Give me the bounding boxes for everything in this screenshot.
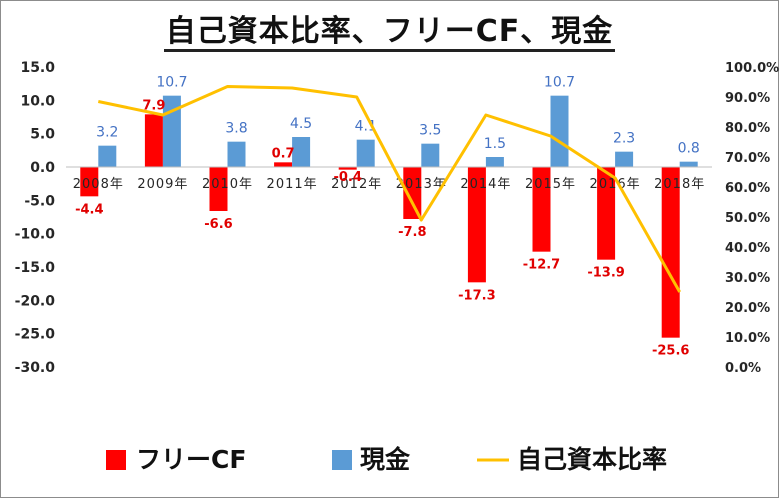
y-left-tick-label: 0.0 — [30, 160, 55, 176]
y-right-tick-label: 90.0% — [725, 91, 770, 106]
bar-free-cf — [209, 167, 228, 211]
y-left-tick-label: -30.0 — [15, 360, 56, 376]
bar-free-cf — [403, 167, 422, 219]
data-label-cash: 3.8 — [225, 121, 247, 137]
data-label-cash: 1.5 — [484, 136, 506, 152]
bar-cash — [550, 95, 569, 167]
y-right-tick-label: 10.0% — [725, 331, 770, 346]
bar-free-cf — [597, 167, 616, 260]
bar-free-cf — [144, 114, 163, 167]
bar-cash — [227, 141, 246, 167]
x-tick-label: 2018年 — [654, 177, 705, 192]
x-tick-label: 2010年 — [202, 177, 253, 192]
bar-cash — [679, 161, 698, 167]
y-left-tick-label: 15.0 — [20, 60, 55, 76]
y-left-tick-label: 5.0 — [30, 127, 55, 143]
x-tick-label: 2015年 — [525, 177, 576, 192]
bar-free-cf — [338, 167, 357, 170]
data-label-cash: 10.7 — [544, 75, 575, 91]
y-right-tick-label: 60.0% — [725, 181, 770, 196]
data-label-free-cf: -25.6 — [652, 344, 689, 359]
data-label-free-cf: -12.7 — [523, 258, 560, 273]
chart-title: 自己資本比率、フリーCF、現金 — [0, 6, 779, 52]
data-label-free-cf: -17.3 — [458, 288, 495, 303]
data-label-cash: 2.3 — [613, 131, 635, 147]
legend-swatch-free-cf — [106, 450, 126, 470]
y-right-tick-label: 70.0% — [725, 151, 770, 166]
bar-free-cf — [467, 167, 486, 283]
data-label-cash: 3.5 — [419, 123, 441, 139]
data-label-free-cf: 0.7 — [272, 146, 295, 161]
data-label-free-cf: -0.4 — [333, 170, 361, 185]
data-label-cash: 3.2 — [96, 125, 118, 141]
data-label-cash: 10.7 — [156, 75, 187, 91]
data-label-free-cf: -7.8 — [398, 225, 426, 240]
data-label-free-cf: -6.6 — [204, 217, 232, 232]
bar-free-cf — [661, 167, 680, 338]
bar-free-cf — [274, 162, 293, 167]
y-right-tick-label: 0.0% — [725, 361, 761, 376]
bar-cash — [356, 139, 375, 167]
bar-cash — [485, 157, 504, 167]
y-right-tick-label: 20.0% — [725, 301, 770, 316]
bar-cash — [98, 145, 117, 167]
bar-free-cf — [80, 167, 99, 197]
y-right-tick-label: 50.0% — [725, 211, 770, 226]
y-right-tick-label: 100.0% — [725, 61, 779, 76]
y-left-tick-label: 10.0 — [20, 93, 55, 109]
x-tick-label: 2009年 — [137, 177, 188, 192]
x-tick-label: 2016年 — [590, 177, 641, 192]
data-label-free-cf: -4.4 — [75, 202, 103, 217]
bar-cash — [162, 95, 181, 167]
y-left-tick-label: -10.0 — [15, 227, 56, 243]
data-label-free-cf: 7.9 — [142, 98, 165, 113]
y-left-tick-label: -25.0 — [15, 327, 56, 343]
x-tick-label: 2011年 — [267, 177, 318, 192]
y-left-tick-label: -20.0 — [15, 293, 56, 309]
legend-swatch-cash — [332, 450, 352, 470]
bar-free-cf — [532, 167, 551, 252]
legend-label-free-cf: フリーCF — [136, 445, 246, 474]
data-label-cash: 0.8 — [678, 141, 700, 157]
x-tick-label: 2013年 — [396, 177, 447, 192]
x-tick-label: 2012年 — [331, 177, 382, 192]
x-tick-label: 2008年 — [73, 177, 124, 192]
legend-label-equity-ratio: 自己資本比率 — [517, 445, 667, 474]
line-equity-ratio — [97, 85, 682, 293]
y-right-tick-label: 80.0% — [725, 121, 770, 136]
y-left-tick-label: -15.0 — [15, 260, 56, 276]
data-label-cash: 4.5 — [290, 116, 312, 132]
data-label-free-cf: -13.9 — [587, 266, 624, 281]
bar-cash — [615, 151, 634, 167]
y-right-tick-label: 30.0% — [725, 271, 770, 286]
legend-label-cash: 現金 — [360, 445, 411, 474]
bar-cash — [292, 137, 311, 167]
y-left-tick-label: -5.0 — [24, 193, 55, 209]
bar-cash — [421, 143, 440, 167]
x-tick-label: 2014年 — [460, 177, 511, 192]
y-right-tick-label: 40.0% — [725, 241, 770, 256]
